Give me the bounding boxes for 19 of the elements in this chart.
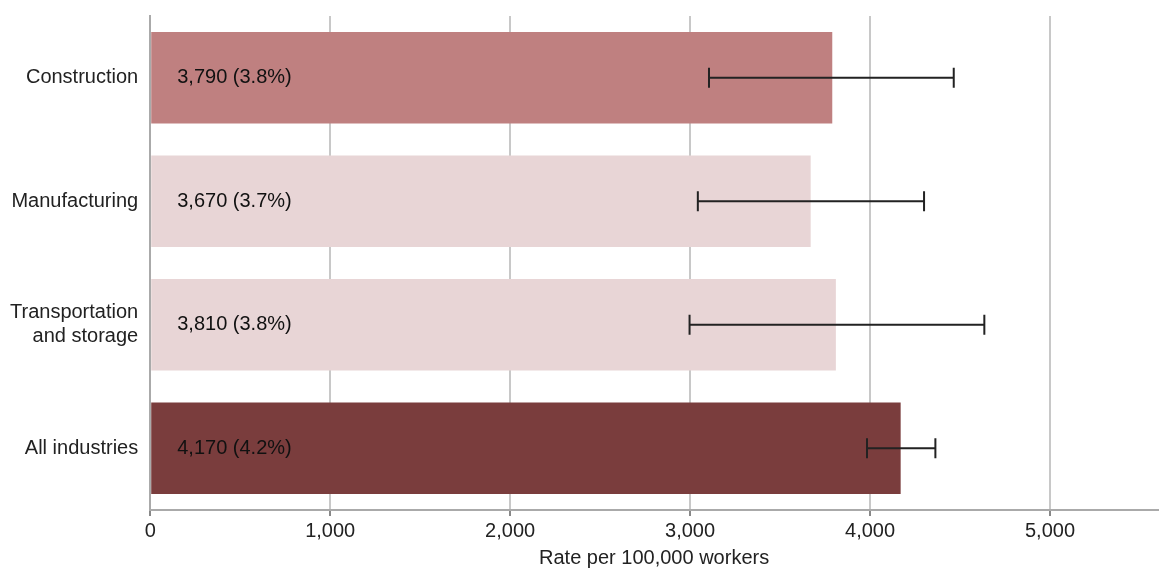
data-label: 4,170 (4.2%) (177, 435, 292, 458)
x-tick-label: 1,000 (305, 518, 356, 541)
y-tick-label: Transportation and storage (9, 300, 139, 347)
x-axis-title: Rate per 100,000 workers (539, 545, 770, 568)
data-label: 3,810 (3.8%) (177, 312, 292, 335)
bar (151, 155, 811, 247)
x-tick-label: 3,000 (665, 518, 716, 541)
data-label: 3,670 (3.7%) (177, 188, 292, 211)
y-tick-label: Manufacturing (11, 188, 139, 211)
bar (151, 279, 836, 371)
bar (151, 402, 901, 494)
x-tick-label: 2,000 (485, 518, 536, 541)
y-tick-label: Construction (25, 65, 139, 88)
x-tick-label: 5,000 (1024, 518, 1076, 541)
data-label: 3,790 (3.8%) (177, 65, 292, 88)
x-tick-label: 4,000 (845, 518, 896, 541)
bar (151, 32, 833, 124)
x-tick-label: 0 (144, 518, 156, 541)
y-tick-label: All industries (24, 435, 139, 458)
